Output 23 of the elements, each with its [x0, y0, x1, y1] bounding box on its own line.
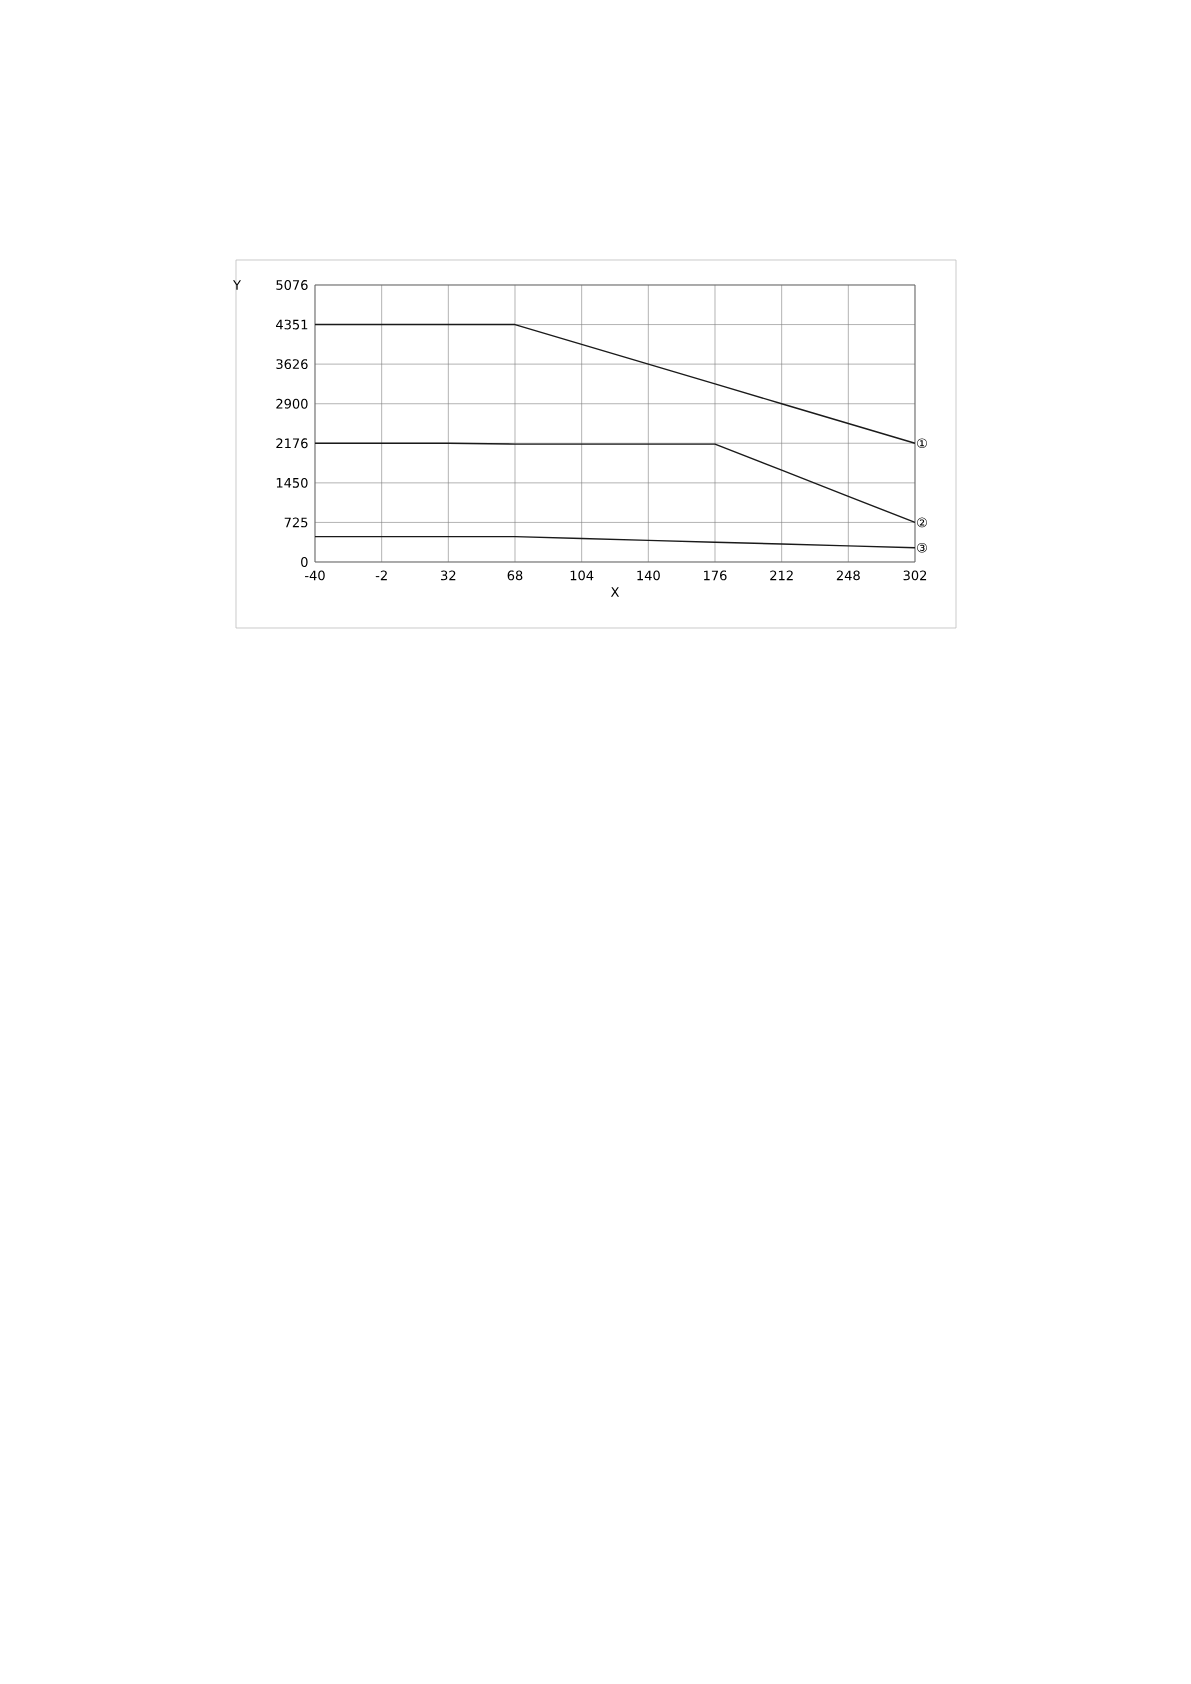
series-label: ③ — [917, 542, 927, 553]
y-tick-label: 2900 — [276, 398, 308, 409]
x-tick-label: 32 — [441, 570, 456, 581]
x-tick-label: 140 — [637, 570, 660, 581]
y-tick-label: 5076 — [276, 280, 308, 290]
y-tick-label: 0 — [301, 557, 308, 567]
x-axis-title: X — [610, 587, 620, 597]
x-tick-label: 176 — [704, 570, 727, 581]
y-tick-label: 3626 — [276, 359, 308, 370]
x-tick-label: 104 — [570, 570, 594, 581]
series-label: ② — [917, 517, 927, 528]
y-tick-label: 725 — [284, 517, 308, 528]
x-tick-label: 212 — [770, 570, 793, 581]
series-label: ① — [917, 438, 927, 449]
x-tick-label: 302 — [903, 570, 927, 581]
y-tick-label: 2176 — [276, 438, 308, 449]
y-tick-label: 1450 — [276, 477, 308, 488]
x-tick-label: 248 — [836, 570, 860, 581]
x-tick-label: -2 — [375, 570, 387, 581]
x-tick-label: -40 — [305, 570, 325, 581]
x-tick-label: 68 — [507, 570, 523, 581]
y-axis-title: Y — [233, 280, 241, 290]
y-tick-label: 4351 — [276, 319, 308, 330]
